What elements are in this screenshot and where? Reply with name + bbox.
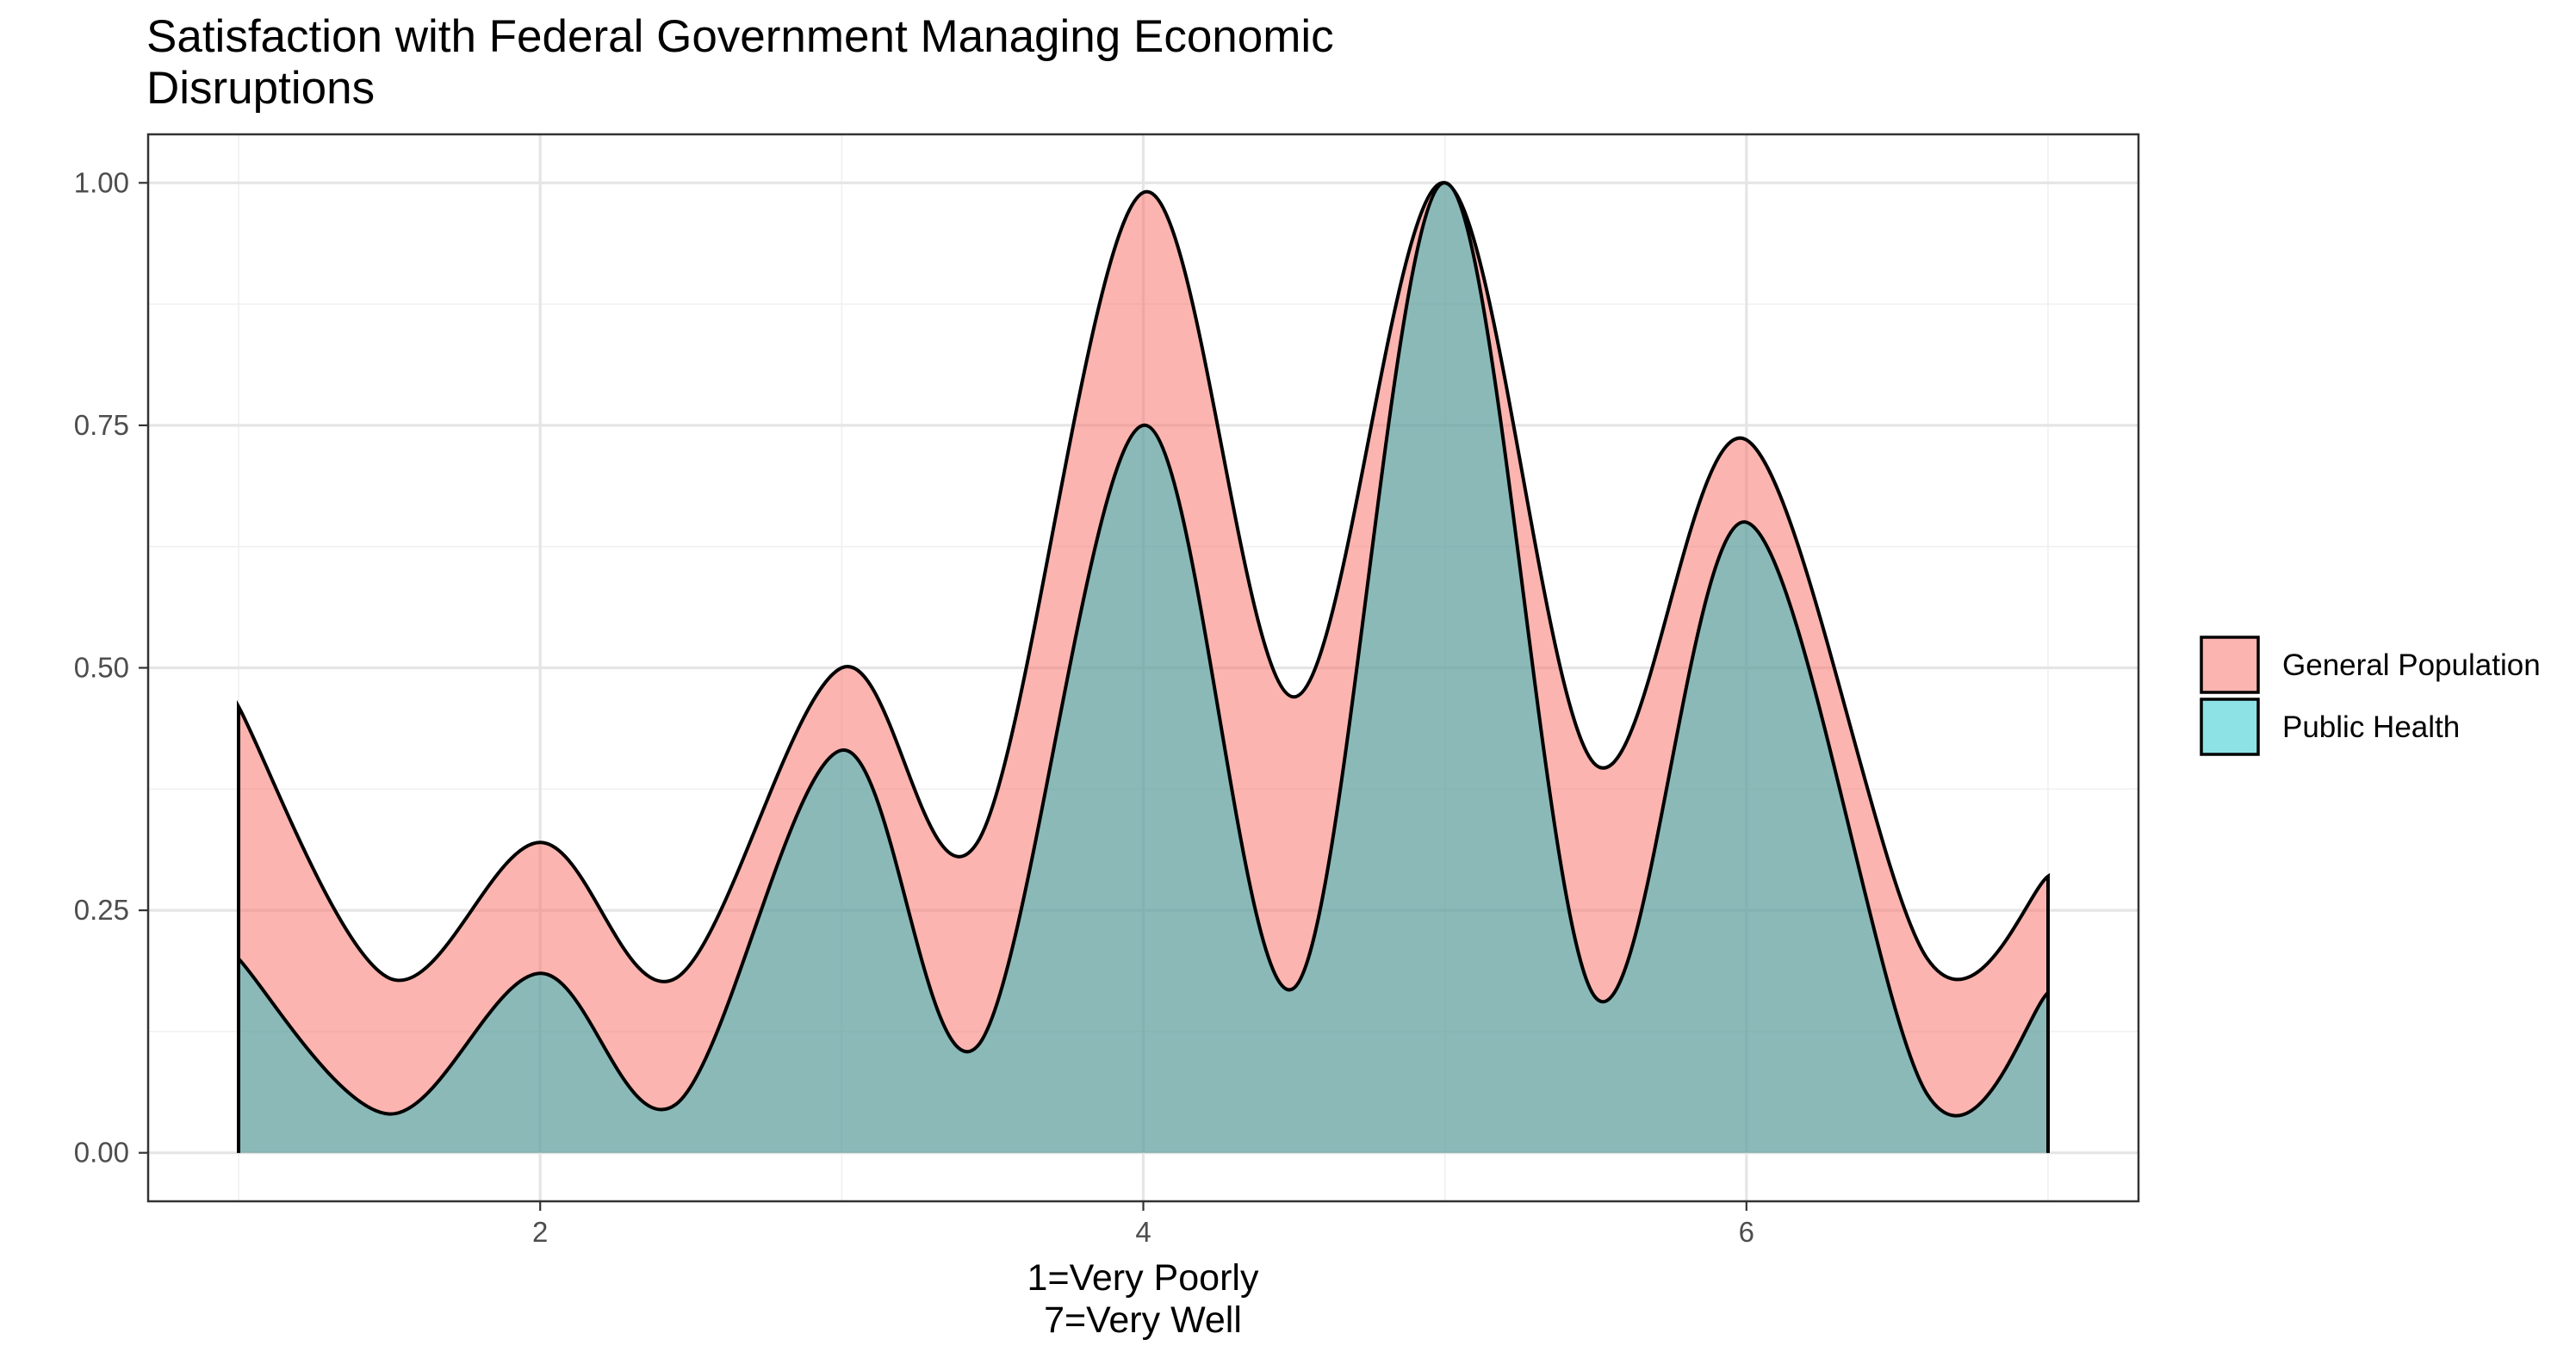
- density-outline-general-population: [237, 181, 2050, 1153]
- density-areas: [237, 181, 2050, 1153]
- x-tick-label: 6: [1739, 1216, 1754, 1248]
- legend-label-general-population: General Population: [2282, 648, 2541, 682]
- chart-title-line-1: Satisfaction with Federal Government Man…: [146, 11, 1334, 62]
- y-tick-label: 0.50: [74, 652, 129, 684]
- chart-title-line-2: Disruptions: [146, 63, 375, 114]
- legend-key-general-population: [2200, 636, 2260, 694]
- density-area-public-health: [239, 183, 2048, 1153]
- y-tick-label: 1.00: [74, 166, 129, 198]
- y-tick-label: 0.25: [74, 894, 129, 926]
- density-outline-public-health: [237, 181, 2050, 1153]
- legend: General Population Public Health: [2200, 636, 2541, 756]
- density-area-general-population: [239, 183, 2048, 1153]
- y-tick-label: 0.00: [74, 1137, 129, 1169]
- x-axis-title-line-1: 1=Very Poorly: [1027, 1257, 1259, 1299]
- axes: 0.00 0.25 0.50 0.75 1.00 2 4 6: [74, 166, 1754, 1248]
- y-tick-label: 0.75: [74, 409, 129, 441]
- x-tick-label: 2: [532, 1216, 548, 1248]
- x-axis-title-line-2: 7=Very Well: [1044, 1299, 1242, 1341]
- legend-label-public-health: Public Health: [2282, 710, 2460, 744]
- x-tick-label: 4: [1135, 1216, 1151, 1248]
- legend-key-public-health: [2200, 698, 2260, 756]
